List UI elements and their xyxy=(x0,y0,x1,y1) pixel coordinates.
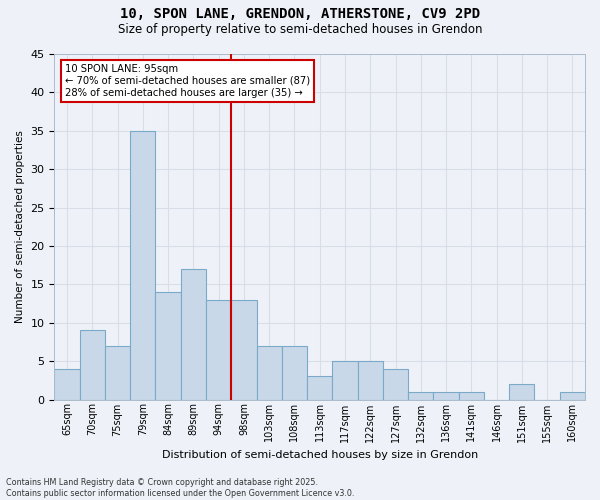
Bar xyxy=(55,369,80,400)
Bar xyxy=(181,269,206,400)
Bar xyxy=(105,346,130,400)
Bar xyxy=(433,392,458,400)
Y-axis label: Number of semi-detached properties: Number of semi-detached properties xyxy=(15,130,25,323)
Bar xyxy=(383,369,408,400)
Bar xyxy=(358,361,383,400)
Bar xyxy=(130,131,155,400)
Bar xyxy=(509,384,535,400)
Text: Size of property relative to semi-detached houses in Grendon: Size of property relative to semi-detach… xyxy=(118,22,482,36)
Text: Contains HM Land Registry data © Crown copyright and database right 2025.
Contai: Contains HM Land Registry data © Crown c… xyxy=(6,478,355,498)
Bar xyxy=(257,346,282,400)
Bar xyxy=(155,292,181,400)
Bar xyxy=(206,300,231,400)
Bar xyxy=(458,392,484,400)
Bar xyxy=(332,361,358,400)
X-axis label: Distribution of semi-detached houses by size in Grendon: Distribution of semi-detached houses by … xyxy=(161,450,478,460)
Bar xyxy=(80,330,105,400)
Bar xyxy=(231,300,257,400)
Text: 10 SPON LANE: 95sqm
← 70% of semi-detached houses are smaller (87)
28% of semi-d: 10 SPON LANE: 95sqm ← 70% of semi-detach… xyxy=(65,64,310,98)
Bar xyxy=(408,392,433,400)
Bar xyxy=(282,346,307,400)
Bar xyxy=(307,376,332,400)
Text: 10, SPON LANE, GRENDON, ATHERSTONE, CV9 2PD: 10, SPON LANE, GRENDON, ATHERSTONE, CV9 … xyxy=(120,8,480,22)
Bar xyxy=(560,392,585,400)
